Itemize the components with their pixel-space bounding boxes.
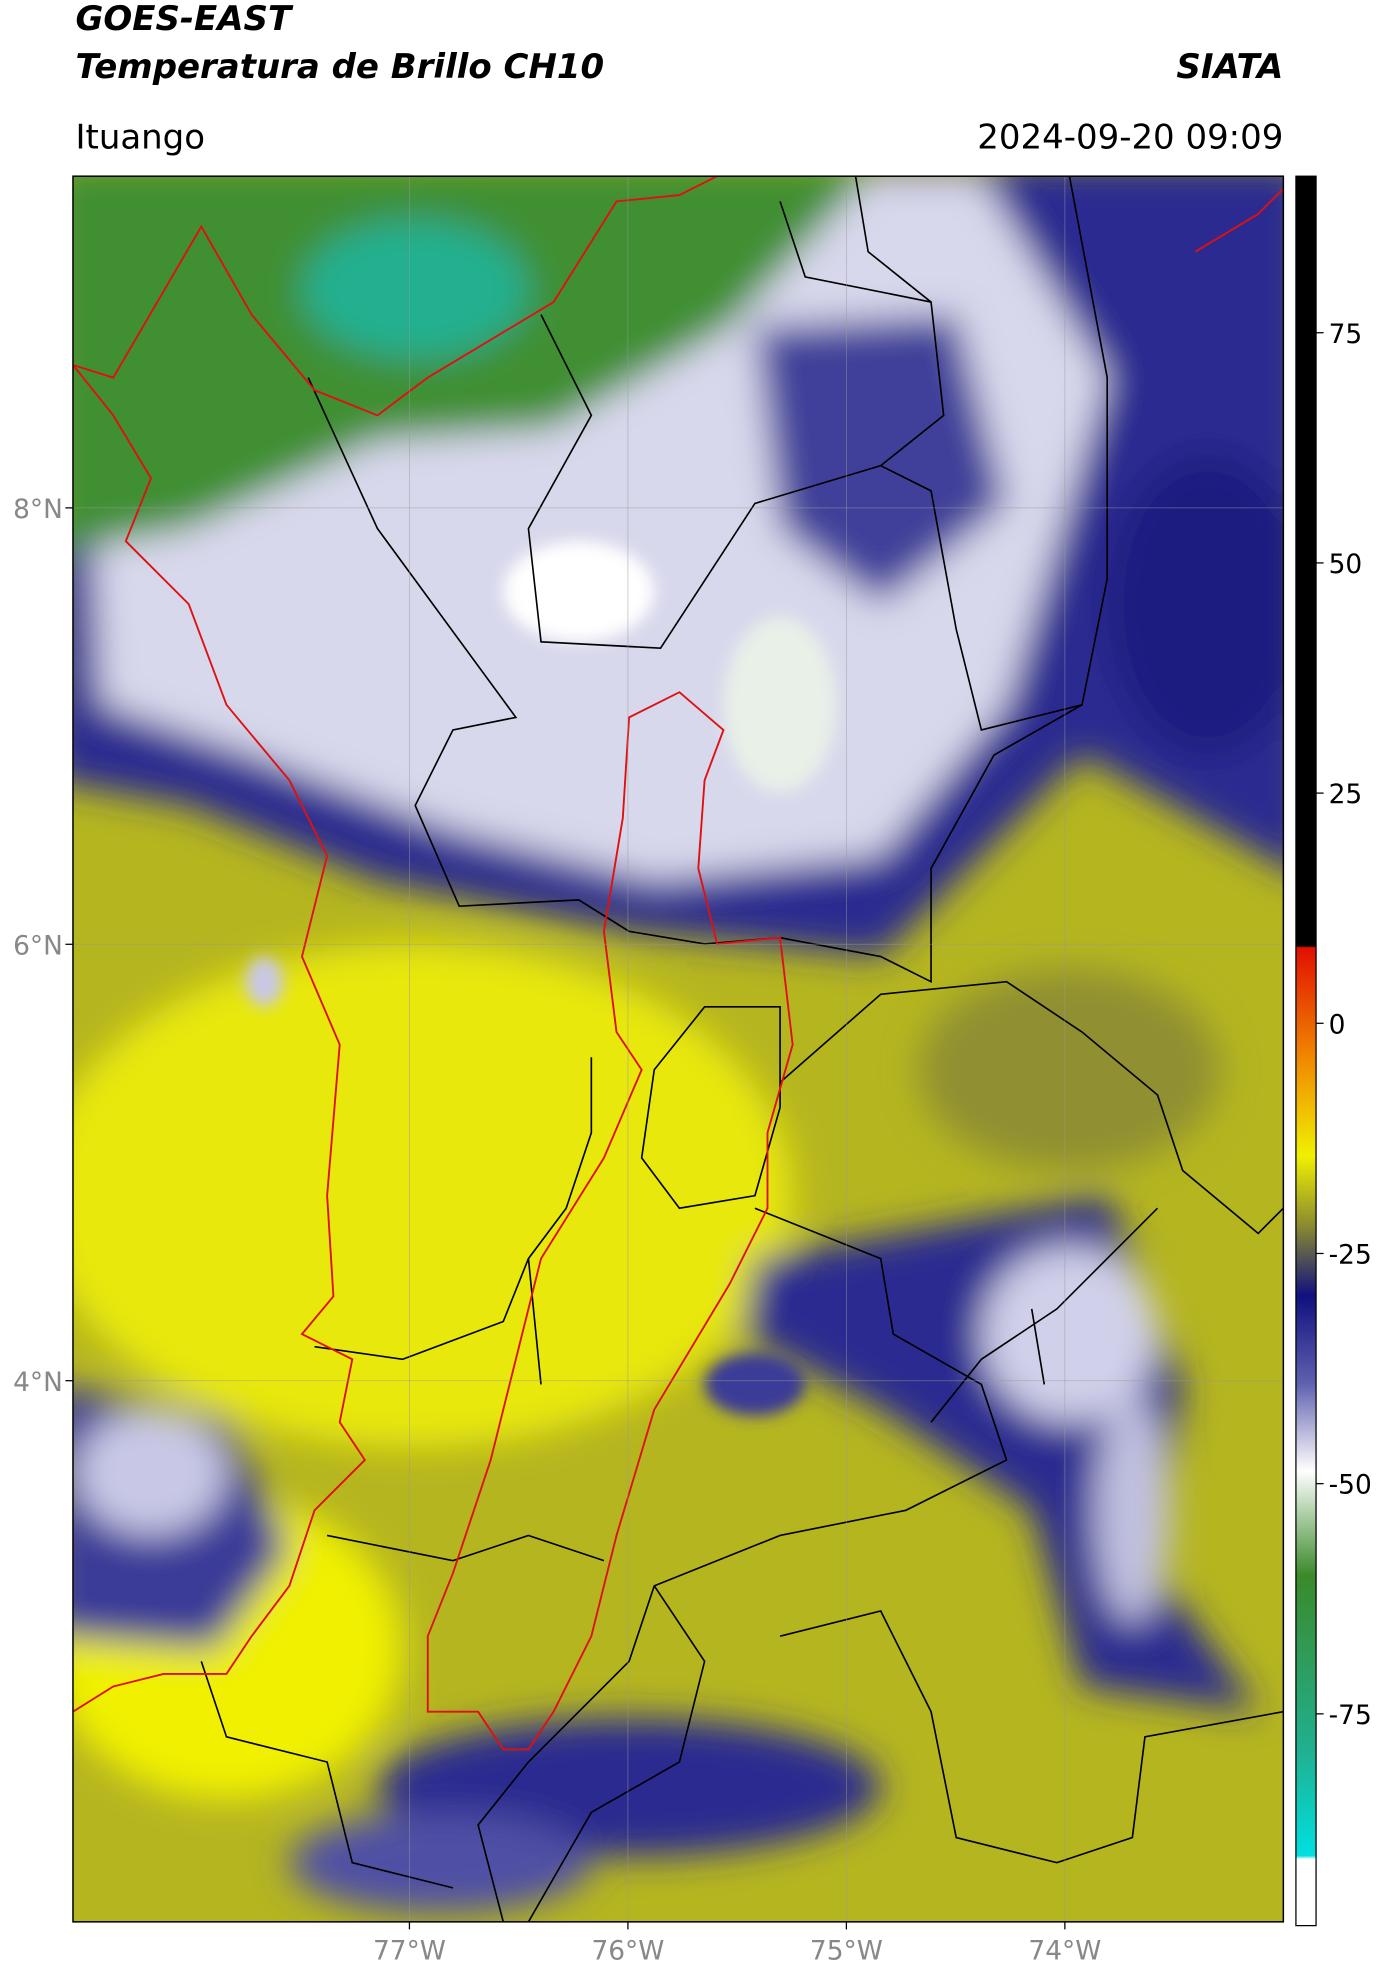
map-frame — [72, 175, 1285, 1923]
x-tick-label: 74°W — [1028, 1936, 1101, 1967]
colorbar-axis: -75 -50 -25 0 25 50 75 — [1316, 319, 1372, 1731]
colorbar-tick-label: 25 — [1329, 779, 1363, 810]
y-tick-label: 8°N — [13, 494, 63, 525]
y-tick-label: 6°N — [13, 930, 63, 961]
satellite-image — [72, 176, 1284, 1922]
source: SIATA — [1176, 47, 1283, 87]
colorbar-tick-label: 75 — [1329, 319, 1363, 350]
y-tick-label: 4°N — [13, 1367, 63, 1398]
colorbar-tick-label: -75 — [1329, 1700, 1372, 1731]
colorbar-tick-label: 0 — [1329, 1009, 1346, 1040]
x-tick-label: 76°W — [591, 1936, 664, 1967]
grid: 77°W 76°W 75°W 74°W 8°N 6°N 4°N — [13, 176, 1284, 1967]
x-tick-label: 77°W — [373, 1936, 446, 1967]
x-tick-label: 75°W — [810, 1936, 883, 1967]
colorbar-tick-label: 50 — [1329, 549, 1363, 580]
title-line: Temperatura de Brillo CH10 — [75, 47, 604, 87]
subtitle: Ituango — [75, 118, 205, 158]
date: 2024-09-20 09:09 — [977, 118, 1283, 158]
colorbar-tick-label: -25 — [1329, 1240, 1372, 1271]
colorbar — [1295, 175, 1317, 1927]
colorbar-tick-label: -50 — [1329, 1470, 1372, 1501]
title-line: GOES-EAST — [75, 0, 293, 39]
